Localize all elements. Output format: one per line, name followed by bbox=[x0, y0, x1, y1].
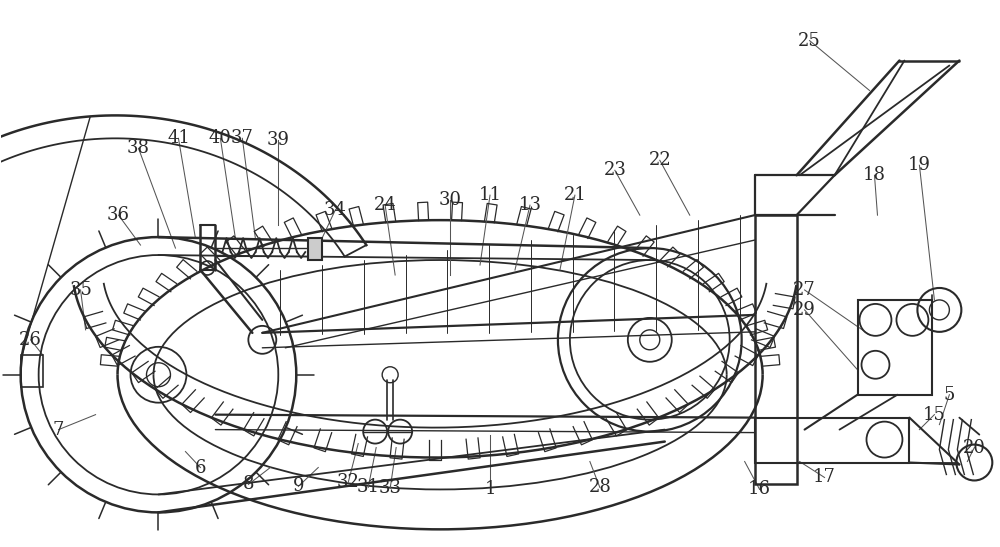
Text: 27: 27 bbox=[793, 281, 816, 299]
Text: 37: 37 bbox=[231, 129, 254, 147]
Text: 11: 11 bbox=[479, 186, 502, 204]
Text: 31: 31 bbox=[357, 479, 380, 497]
Text: 6: 6 bbox=[195, 458, 206, 476]
Text: 33: 33 bbox=[379, 480, 402, 497]
Text: 19: 19 bbox=[908, 156, 931, 174]
Text: 5: 5 bbox=[944, 386, 955, 404]
Text: 32: 32 bbox=[337, 474, 360, 491]
Bar bbox=[308, 238, 322, 260]
Text: 25: 25 bbox=[798, 32, 821, 50]
Text: 7: 7 bbox=[53, 421, 64, 439]
Text: 24: 24 bbox=[374, 196, 397, 214]
Text: 17: 17 bbox=[813, 468, 836, 486]
Text: 28: 28 bbox=[588, 479, 611, 497]
Text: 26: 26 bbox=[19, 331, 42, 349]
Text: 39: 39 bbox=[267, 131, 290, 149]
Text: 18: 18 bbox=[863, 166, 886, 184]
Text: 41: 41 bbox=[167, 129, 190, 147]
Bar bbox=[858, 300, 932, 395]
Text: 8: 8 bbox=[243, 475, 254, 493]
Bar bbox=[755, 417, 909, 463]
Text: 23: 23 bbox=[603, 161, 626, 179]
Text: 13: 13 bbox=[518, 196, 541, 214]
Text: 20: 20 bbox=[963, 439, 986, 457]
Text: 29: 29 bbox=[793, 301, 816, 319]
Text: 30: 30 bbox=[439, 191, 462, 209]
Text: 16: 16 bbox=[748, 480, 771, 498]
Text: 15: 15 bbox=[923, 406, 946, 423]
Bar bbox=[21, 355, 43, 387]
Text: 9: 9 bbox=[293, 478, 304, 496]
Bar bbox=[755, 215, 797, 485]
Text: 22: 22 bbox=[648, 152, 671, 169]
Text: 35: 35 bbox=[69, 281, 92, 299]
Text: 36: 36 bbox=[107, 206, 130, 224]
Text: 34: 34 bbox=[324, 201, 347, 219]
Text: 40: 40 bbox=[209, 129, 232, 147]
Text: 21: 21 bbox=[563, 186, 586, 204]
Text: 1: 1 bbox=[484, 480, 496, 498]
Text: 38: 38 bbox=[127, 139, 150, 158]
